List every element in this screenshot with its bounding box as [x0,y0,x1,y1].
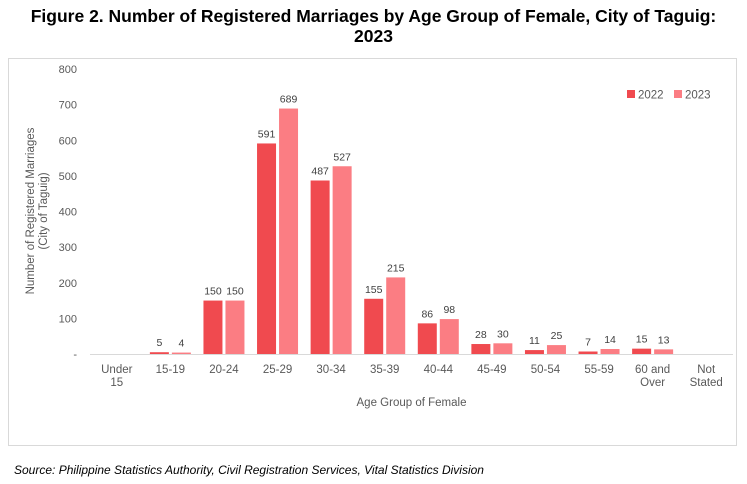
x-tick-label: Stated [690,377,723,389]
x-tick-label: 55-59 [584,364,613,376]
chart-frame [8,58,737,446]
x-tick-label: 15-19 [156,364,185,376]
bar-2023 [386,277,406,354]
bar-2023 [493,343,513,354]
x-tick-label: 25-29 [263,364,292,376]
legend-swatch-2022 [627,90,635,98]
y-tick-label: 600 [59,135,77,147]
data-label-2023: 215 [387,262,405,274]
bar-2022 [364,298,384,354]
chart-title: Figure 2. Number of Registered Marriages… [0,6,747,46]
y-tick-label: 400 [59,207,77,219]
x-tick-label: 20-24 [209,364,239,376]
y-tick-label: 100 [59,313,77,325]
bar-2022 [578,351,598,354]
x-tick-label: 35-39 [370,364,399,376]
x-tick-label: 50-54 [531,364,561,376]
x-tick-label: 30-34 [316,364,346,376]
data-label-2022: 487 [311,166,329,178]
data-label-2022: 155 [365,284,383,296]
y-tick-label: - [73,349,77,361]
data-label-2022: 86 [421,308,433,320]
x-tick-label: Not [697,364,716,376]
data-label-2023: 689 [280,94,298,106]
bar-2022 [257,143,277,354]
x-tick-label: 40-44 [424,364,454,376]
x-tick-label: 15 [110,377,123,389]
y-tick-label: 700 [59,100,77,112]
data-label-2023: 14 [604,334,616,346]
chart-title-line-2: 2023 [354,26,393,46]
bar-2023 [600,349,620,354]
bar-2022 [149,352,169,354]
data-label-2022: 28 [475,329,487,341]
source-note: Source: Philippine Statistics Authority,… [14,463,484,477]
x-tick-label: 45-49 [477,364,506,376]
y-axis-title: Number of Registered Marriages [25,127,37,294]
data-label-2022: 150 [204,286,222,298]
data-label-2023: 527 [333,151,351,163]
legend-label-2023: 2023 [685,90,711,102]
data-label-2023: 30 [497,328,509,340]
data-label-2022: 591 [258,128,276,140]
bar-2023 [654,349,674,354]
bar-2022 [203,300,223,354]
y-tick-label: 300 [59,242,77,254]
bar-2023 [171,352,191,354]
bar-2022 [632,348,652,354]
data-label-2023: 25 [551,330,563,342]
data-label-2022: 5 [156,337,162,349]
bar-2023 [332,166,352,354]
legend-label-2022: 2022 [638,90,664,102]
y-tick-label: 200 [59,278,77,290]
bar-2023 [225,300,245,354]
y-tick-label: 500 [59,171,77,183]
data-label-2022: 11 [529,335,540,347]
bar-2022 [310,180,330,354]
x-tick-label: 60 and [635,364,670,376]
legend-swatch-2023 [674,90,682,98]
data-label-2023: 4 [178,338,184,350]
bar-2023 [546,345,566,354]
x-tick-label: Under [101,364,132,376]
bar-2023 [279,108,299,354]
y-tick-label: 800 [59,64,77,76]
data-label-2023: 150 [226,286,244,298]
chart-title-line-1: Figure 2. Number of Registered Marriages… [30,6,717,26]
data-label-2022: 15 [636,334,648,346]
data-label-2022: 7 [585,337,591,349]
x-tick-label: Over [640,377,665,389]
data-label-2023: 13 [658,334,670,346]
bar-2022 [417,323,437,354]
bar-2022 [524,350,544,354]
bar-2023 [439,319,459,354]
y-axis-title: (City of Taguig) [38,172,50,249]
bar-2022 [471,344,491,354]
data-label-2023: 98 [443,304,455,316]
x-axis-title: Age Group of Female [357,397,467,409]
